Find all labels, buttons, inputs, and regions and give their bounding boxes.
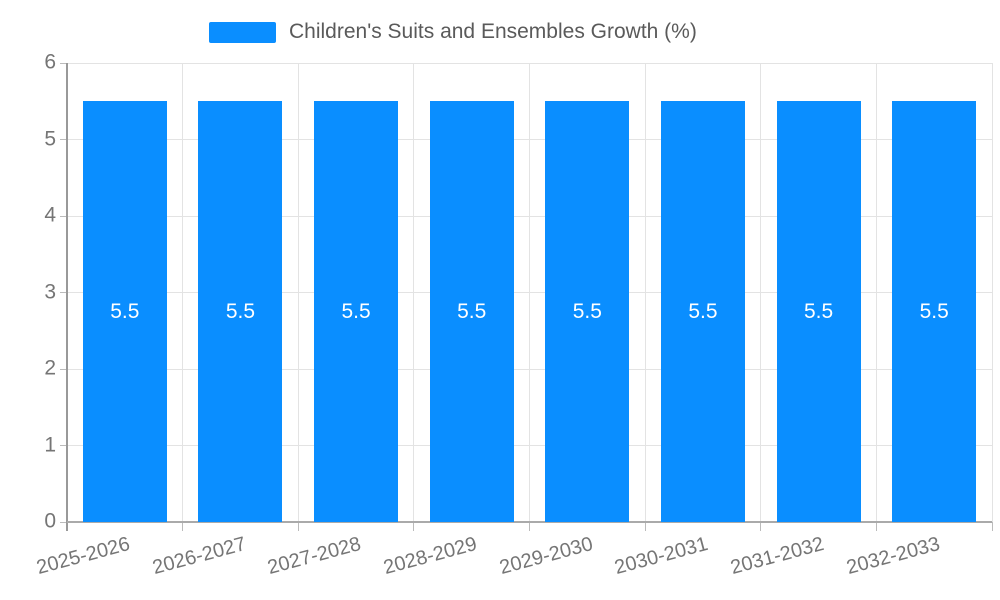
bar-value-label: 5.5 xyxy=(110,299,140,323)
x-gridline xyxy=(182,63,184,522)
y-axis-tick xyxy=(60,215,67,217)
y-axis-tick-label: 2 xyxy=(44,356,56,380)
bar-value-label: 5.5 xyxy=(457,299,487,323)
x-axis-category-label: 2028-2029 xyxy=(381,533,480,580)
x-axis-tick xyxy=(644,522,646,531)
x-axis-line xyxy=(67,521,992,523)
x-axis-category-label: 2027-2028 xyxy=(265,533,364,580)
x-axis-category-label: 2029-2030 xyxy=(496,533,596,580)
y-axis-tick xyxy=(60,139,67,140)
y-axis-tick xyxy=(60,292,67,293)
x-axis-category-label: 2025-2026 xyxy=(34,533,133,580)
x-gridline xyxy=(297,63,299,522)
y-axis-tick-label: 0 xyxy=(44,509,56,533)
y-axis-tick-label: 5 xyxy=(44,127,56,151)
y-axis-tick-label: 3 xyxy=(44,280,56,304)
bar[interactable]: 5.5 xyxy=(776,101,861,522)
bar-value-label: 5.5 xyxy=(919,299,949,323)
x-axis-tick xyxy=(760,522,762,531)
bar-value-label: 5.5 xyxy=(688,299,718,323)
bar[interactable]: 5.5 xyxy=(660,101,745,522)
x-axis-tick xyxy=(529,522,530,531)
x-axis-tick xyxy=(991,522,993,531)
y-axis-tick xyxy=(60,521,67,523)
x-axis-category-label: 2030-2031 xyxy=(612,533,711,580)
x-axis-tick xyxy=(182,522,184,531)
bar[interactable]: 5.5 xyxy=(314,101,399,522)
y-axis-tick-label: 1 xyxy=(44,433,56,457)
legend-label: Children's Suits and Ensembles Growth (%… xyxy=(289,20,697,43)
bar[interactable]: 5.5 xyxy=(198,101,283,522)
y-axis-tick xyxy=(60,62,67,64)
bar-value-label: 5.5 xyxy=(341,299,371,323)
legend[interactable]: Children's Suits and Ensembles Growth (%… xyxy=(209,20,697,44)
x-gridline xyxy=(413,63,415,522)
x-axis-category-label: 2026-2027 xyxy=(150,533,249,580)
x-axis-tick xyxy=(297,522,299,531)
y-axis-tick-label: 6 xyxy=(44,50,56,74)
x-axis-tick xyxy=(875,522,877,531)
bar-value-label: 5.5 xyxy=(572,299,602,323)
x-axis-category-label: 2031-2032 xyxy=(728,533,827,580)
bar-value-label: 5.5 xyxy=(803,299,834,323)
x-gridline xyxy=(529,63,530,522)
y-axis-tick xyxy=(60,445,67,446)
y-axis-tick xyxy=(60,368,67,370)
x-axis-tick xyxy=(413,522,415,531)
bar[interactable]: 5.5 xyxy=(545,101,630,522)
x-gridline xyxy=(760,63,762,522)
y-axis-line xyxy=(66,63,68,531)
x-gridline xyxy=(991,63,993,522)
x-gridline xyxy=(875,63,877,522)
bar[interactable]: 5.5 xyxy=(892,101,977,522)
y-axis-tick-label: 4 xyxy=(44,203,56,227)
x-axis-category-label: 2032-2033 xyxy=(843,533,942,580)
legend-swatch-icon xyxy=(209,21,276,43)
bar[interactable]: 5.5 xyxy=(82,101,167,522)
bar-value-label: 5.5 xyxy=(225,299,256,323)
bar[interactable]: 5.5 xyxy=(429,101,514,522)
x-gridline xyxy=(644,63,646,522)
